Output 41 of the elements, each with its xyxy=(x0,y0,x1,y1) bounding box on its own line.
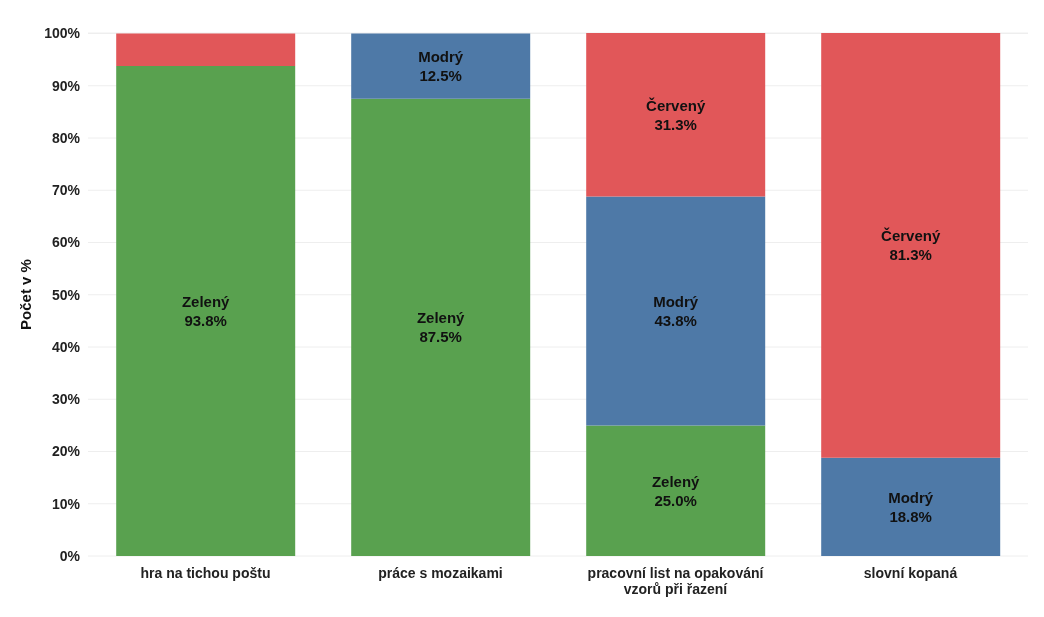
series-label: Červený xyxy=(646,96,706,114)
data-label: 18.8% xyxy=(889,507,932,525)
x-tick-label: práce s mozaikami xyxy=(378,565,503,581)
y-tick-label: 70% xyxy=(51,182,81,199)
y-tick-label: 90% xyxy=(51,77,81,94)
y-axis-title: Počet v % xyxy=(17,259,35,330)
y-tick-label: 50% xyxy=(51,286,81,303)
bar xyxy=(351,98,531,556)
series-label: Zelený xyxy=(651,472,701,490)
x-tick-label: slovní kopaná xyxy=(863,565,958,581)
y-tick-label: 20% xyxy=(51,443,81,460)
bar xyxy=(586,425,766,556)
data-label: 31.3% xyxy=(654,115,697,133)
data-label: 93.8% xyxy=(184,311,227,329)
data-label: 87.5% xyxy=(419,328,462,346)
bar xyxy=(351,33,531,99)
data-label: 25.0% xyxy=(654,491,697,509)
y-tick-label: 100% xyxy=(44,25,81,42)
data-label: 12.5% xyxy=(419,67,462,85)
bar xyxy=(821,457,1001,556)
text: Červený xyxy=(881,227,941,245)
text: Zelený xyxy=(181,292,230,310)
bar xyxy=(116,33,296,66)
series-label: Modrý xyxy=(418,48,464,66)
bar xyxy=(116,65,296,556)
data-label: 81.3% xyxy=(889,246,932,264)
y-tick-label: 0% xyxy=(59,547,81,564)
text: Modrý xyxy=(653,292,699,310)
y-tick-label: 80% xyxy=(51,129,81,146)
y-tick-label: 40% xyxy=(51,338,81,355)
x-tick-label: hra na tichou poštu xyxy=(140,565,271,581)
y-tick-label: 30% xyxy=(51,391,81,408)
text: Zelený xyxy=(416,309,465,327)
y-tick-label: 60% xyxy=(51,234,81,251)
text: Modrý xyxy=(888,488,934,506)
x-tick-label: pracovní list na opakování vzorů při řazení xyxy=(587,565,765,597)
bar xyxy=(586,33,766,197)
bar xyxy=(821,33,1001,458)
y-tick-label: 10% xyxy=(51,495,81,512)
data-label: 43.8% xyxy=(654,311,697,329)
bar xyxy=(586,196,766,426)
